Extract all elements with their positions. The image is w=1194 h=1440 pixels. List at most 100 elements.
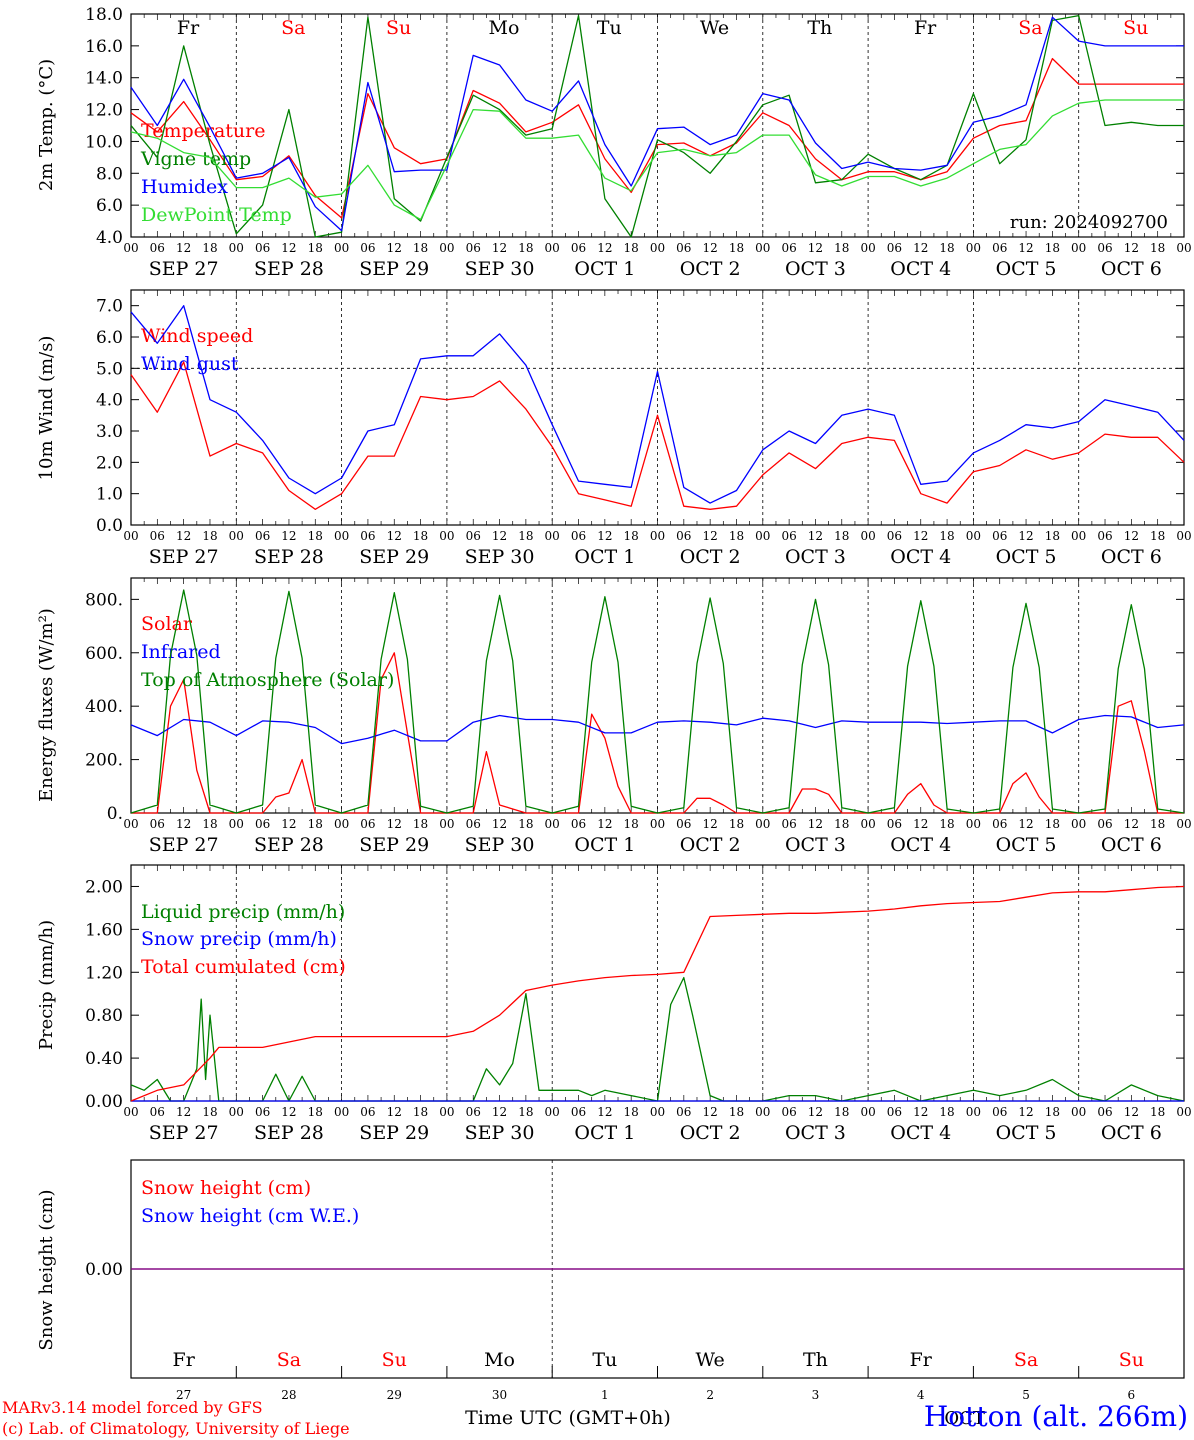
y-tick-label: 7.0: [96, 297, 123, 317]
hour-tick-label: 18: [413, 241, 428, 255]
weekday-label-bottom: Tu: [592, 1349, 617, 1371]
legend-entry: Temperature: [141, 120, 265, 142]
month-label: OCT: [944, 1408, 985, 1429]
y-tick-label: 4.0: [96, 228, 123, 248]
day-number-label: 6: [1128, 1388, 1136, 1402]
hour-tick-label: 18: [1045, 817, 1060, 831]
hour-tick-label: 12: [176, 817, 191, 831]
hour-tick-label: 06: [887, 817, 902, 831]
hour-tick-label: 18: [1150, 817, 1165, 831]
hour-tick-label: 00: [1071, 241, 1086, 255]
hour-tick-label: 12: [808, 1105, 823, 1119]
hour-tick-label: 06: [255, 241, 270, 255]
hour-tick-label: 00: [966, 529, 981, 543]
hour-tick-label: 00: [1176, 529, 1191, 543]
hour-tick-label: 06: [255, 817, 270, 831]
hour-tick-label: 18: [624, 1105, 639, 1119]
hour-tick-label: 12: [913, 1105, 928, 1119]
hour-tick-label: 12: [176, 241, 191, 255]
series-line-vigne-temp: [130, 14, 1184, 238]
weekday-label-top: We: [700, 17, 729, 39]
hour-tick-label: 12: [281, 241, 296, 255]
weekday-label-top: Tu: [597, 17, 622, 39]
weekday-label-bottom: Mo: [484, 1349, 515, 1371]
date-label: OCT 1: [574, 834, 635, 856]
hour-tick-label: 18: [518, 817, 533, 831]
legend-entry: Snow precip (mm/h): [141, 928, 337, 950]
date-label: SEP 29: [359, 546, 429, 568]
date-label: OCT 2: [680, 258, 741, 280]
hour-tick-label: 12: [1124, 241, 1139, 255]
hour-tick-label: 00: [334, 1105, 349, 1119]
hour-tick-label: 00: [545, 817, 560, 831]
hour-tick-label: 12: [1124, 1105, 1139, 1119]
hour-tick-label: 00: [966, 817, 981, 831]
hour-tick-label: 06: [571, 529, 586, 543]
hour-tick-label: 18: [1150, 1105, 1165, 1119]
hour-tick-label: 00: [860, 529, 875, 543]
y-tick-label: 200.: [85, 751, 123, 771]
series-line-wind-gust: [130, 305, 1185, 504]
hour-tick-label: 12: [597, 529, 612, 543]
hour-tick-label: 00: [334, 817, 349, 831]
hour-tick-label: 18: [834, 817, 849, 831]
hour-tick-label: 06: [992, 241, 1007, 255]
y-tick-label: 0.80: [85, 1006, 123, 1026]
weekday-label-top: Su: [1123, 17, 1148, 39]
legend-entry: Total cumulated (cm): [141, 956, 346, 978]
legend-entry: DewPoint Temp: [141, 204, 292, 226]
date-label: SEP 28: [254, 546, 324, 568]
date-label: SEP 27: [149, 258, 219, 280]
series-line-temperature: [130, 57, 1184, 219]
hour-tick-label: 06: [360, 817, 375, 831]
hour-tick-label: 12: [281, 529, 296, 543]
date-label: OCT 5: [996, 258, 1057, 280]
day-number-label: 4: [917, 1388, 925, 1402]
hour-tick-label: 12: [387, 817, 402, 831]
day-number-label: 3: [812, 1388, 820, 1402]
y-axis-label: Snow height (cm): [36, 1189, 57, 1350]
hour-tick-label: 06: [360, 529, 375, 543]
y-tick-label: 2.00: [85, 877, 123, 897]
y-tick-label: 400.: [85, 697, 123, 717]
hour-tick-label: 00: [123, 817, 138, 831]
date-label: SEP 27: [149, 546, 219, 568]
date-label: OCT 5: [996, 1122, 1057, 1144]
hour-tick-label: 18: [1045, 1105, 1060, 1119]
y-tick-label: 14.0: [85, 69, 123, 89]
date-label: OCT 2: [680, 546, 741, 568]
model-credit: MARv3.14 model forced by GFS: [2, 1398, 263, 1417]
hour-tick-label: 18: [729, 241, 744, 255]
day-number-label: 29: [387, 1388, 402, 1402]
day-number-label: 1: [601, 1388, 609, 1402]
hour-tick-label: 00: [1176, 241, 1191, 255]
legend-entry: Wind speed: [141, 325, 253, 347]
hour-tick-label: 00: [755, 241, 770, 255]
date-label: OCT 1: [574, 546, 635, 568]
weekday-label-bottom: Su: [382, 1349, 407, 1371]
hour-tick-label: 12: [1018, 529, 1033, 543]
hour-tick-label: 00: [439, 817, 454, 831]
hour-tick-label: 18: [729, 817, 744, 831]
y-tick-label: 2.0: [96, 453, 123, 473]
y-tick-label: 0.00: [85, 1092, 123, 1112]
date-label: OCT 4: [890, 258, 951, 280]
date-label: OCT 1: [574, 258, 635, 280]
y-axis-label: Energy fluxes (W/m²): [36, 608, 57, 802]
hour-tick-label: 06: [676, 817, 691, 831]
hour-tick-label: 06: [360, 241, 375, 255]
hour-tick-label: 12: [913, 529, 928, 543]
run-annotation: run: 2024092700: [1010, 212, 1168, 233]
hour-tick-label: 06: [781, 1105, 796, 1119]
hour-tick-label: 00: [229, 1105, 244, 1119]
hour-tick-label: 06: [1097, 817, 1112, 831]
legend-entry: Snow height (cm): [141, 1177, 311, 1199]
hour-tick-label: 06: [992, 529, 1007, 543]
weekday-label-bottom: We: [696, 1349, 725, 1371]
legend-entry: Liquid precip (mm/h): [141, 901, 345, 923]
hour-tick-label: 00: [229, 529, 244, 543]
hour-tick-label: 06: [887, 529, 902, 543]
date-label: OCT 1: [574, 1122, 635, 1144]
date-label: OCT 2: [680, 834, 741, 856]
hour-tick-label: 12: [913, 241, 928, 255]
